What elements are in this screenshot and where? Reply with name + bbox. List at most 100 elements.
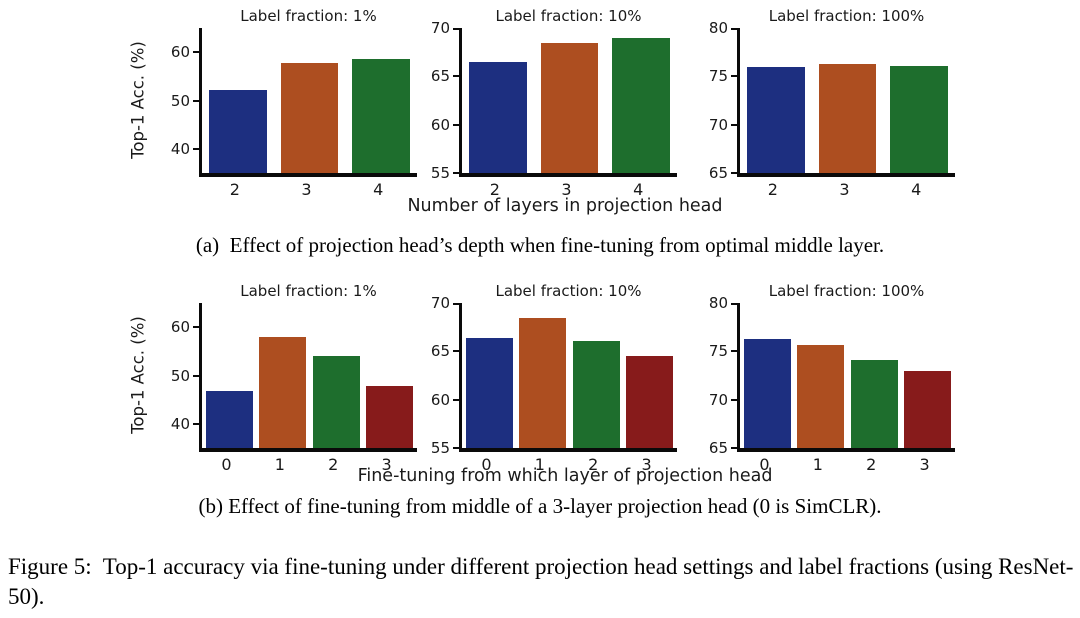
bar-1: [519, 318, 567, 448]
bar-3: [366, 385, 413, 448]
y-tick-label: 50: [170, 91, 190, 110]
y-tick-label: 80: [708, 19, 728, 37]
x-tick-label: 3: [561, 180, 572, 199]
y-tick-label: 70: [708, 390, 728, 409]
y-tick-mark: [453, 398, 459, 401]
figure-caption: Figure 5: Top-1 accuracy via fine-tuning…: [8, 554, 1074, 609]
y-tick-label: 60: [430, 390, 450, 409]
y-tick-mark: [453, 123, 459, 126]
x-tick-label: 3: [641, 455, 652, 474]
y-tick-mark: [193, 374, 199, 377]
y-tick-mark: [731, 172, 737, 174]
y-tick-mark: [193, 99, 199, 102]
bar-3: [818, 63, 877, 173]
y-tick-label: 60: [170, 318, 190, 337]
plot-area: 65 70 75 80: [709, 294, 955, 457]
y-tick-mark: [453, 172, 459, 174]
y-tick-label: 60: [170, 43, 190, 62]
y-tick-label: 70: [708, 115, 728, 134]
y-tick-label: 65: [708, 164, 728, 182]
y-tick-label: 50: [170, 366, 190, 385]
y-tick-mark: [193, 147, 199, 150]
y-tick-mark: [731, 350, 737, 353]
y-tick-label: 70: [430, 19, 450, 37]
bar-3: [280, 62, 339, 173]
bar-2: [850, 360, 898, 448]
bar-2: [747, 66, 805, 173]
chart-a-label-fraction-100pct: Label fraction: 100% 65 70 75 80 2 3 4: [692, 6, 955, 206]
y-tick-mark: [731, 75, 737, 78]
x-tick-label: 0: [221, 455, 232, 474]
x-axis-label-row-a: Number of layers in projection head: [407, 196, 723, 216]
chart-title: Label fraction: 10%: [495, 7, 642, 25]
y-tick-mark: [731, 28, 737, 30]
y-tick-mark: [193, 422, 199, 425]
x-tick-label: 3: [381, 455, 392, 474]
x-tick-label: 3: [301, 180, 312, 199]
bar-3: [540, 43, 599, 173]
bar-4: [352, 59, 410, 173]
bar-4: [612, 37, 670, 173]
chart-b-label-fraction-100pct: Label fraction: 100% 65 70 75 80 0 1 2 3: [692, 281, 955, 481]
x-tick-label: 0: [481, 455, 492, 474]
y-tick-label: 55: [430, 439, 450, 457]
chart-title: Label fraction: 100%: [768, 7, 925, 25]
x-axis-label-row-b: Fine-tuning from which layer of projecti…: [357, 466, 773, 486]
y-tick-label: 65: [708, 439, 728, 457]
y-tick-label: 40: [170, 414, 190, 433]
y-tick-label: 65: [430, 342, 450, 361]
y-tick-mark: [453, 350, 459, 353]
y-tick-mark: [193, 326, 199, 329]
x-tick-label: 2: [489, 180, 500, 199]
x-tick-label: 1: [812, 455, 823, 474]
y-axis-label: Top-1 Acc. (%): [128, 41, 148, 159]
bar-2: [572, 340, 620, 448]
y-tick-mark: [731, 398, 737, 401]
x-tick-label: 4: [373, 180, 384, 199]
bar-0: [744, 338, 791, 448]
caption-a: (a) Effect of projection head’s depth wh…: [195, 233, 885, 257]
plot-area: 40 50 60: [171, 28, 417, 177]
plot-area: 55 60 65 70: [431, 294, 677, 457]
bar-4: [890, 65, 948, 173]
plot-area: 55 60 65 70: [431, 19, 677, 182]
y-tick-label: 40: [170, 139, 190, 158]
x-tick-label: 2: [328, 455, 339, 474]
bar-2: [469, 61, 527, 173]
y-tick-label: 75: [708, 67, 728, 86]
y-tick-label: 60: [430, 115, 450, 134]
chart-title: Label fraction: 10%: [495, 282, 642, 300]
y-axis-label: Top-1 Acc. (%): [128, 316, 148, 434]
y-tick-mark: [453, 28, 459, 30]
chart-title: Label fraction: 100%: [768, 282, 925, 300]
caption-b: (b) Effect of fine-tuning from middle of…: [198, 494, 882, 518]
y-tick-label: 70: [430, 294, 450, 312]
y-tick-mark: [453, 303, 459, 305]
y-tick-label: 55: [430, 164, 450, 182]
bar-2: [312, 356, 360, 448]
x-tick-label: 2: [866, 455, 877, 474]
x-tick-label: 2: [229, 180, 240, 199]
chart-title: Label fraction: 1%: [240, 7, 377, 25]
plot-area: 65 70 75 80: [709, 19, 955, 182]
y-tick-label: 80: [708, 294, 728, 312]
bar-3: [626, 356, 673, 448]
x-tick-label: 3: [839, 180, 850, 199]
y-tick-mark: [731, 303, 737, 305]
x-tick-label: 4: [911, 180, 922, 199]
x-tick-label: 2: [588, 455, 599, 474]
y-tick-mark: [731, 123, 737, 126]
bar-0: [206, 390, 253, 448]
x-tick-label: 3: [919, 455, 930, 474]
y-tick-label: 75: [708, 342, 728, 361]
bar-1: [797, 344, 845, 448]
bar-2: [209, 89, 267, 173]
x-tick-label: 2: [767, 180, 778, 199]
bar-3: [904, 370, 951, 448]
chart-title: Label fraction: 1%: [240, 282, 377, 300]
x-tick-label: 0: [759, 455, 770, 474]
chart-a-label-fraction-1pct: Top-1 Acc. (%) Label fraction: 1% 40 50 60…: [129, 6, 417, 206]
plot-area: 40 50 60: [171, 303, 417, 452]
chart-b-label-fraction-1pct: Top-1 Acc. (%) Label fraction: 1% 40 50 60…: [129, 281, 417, 481]
